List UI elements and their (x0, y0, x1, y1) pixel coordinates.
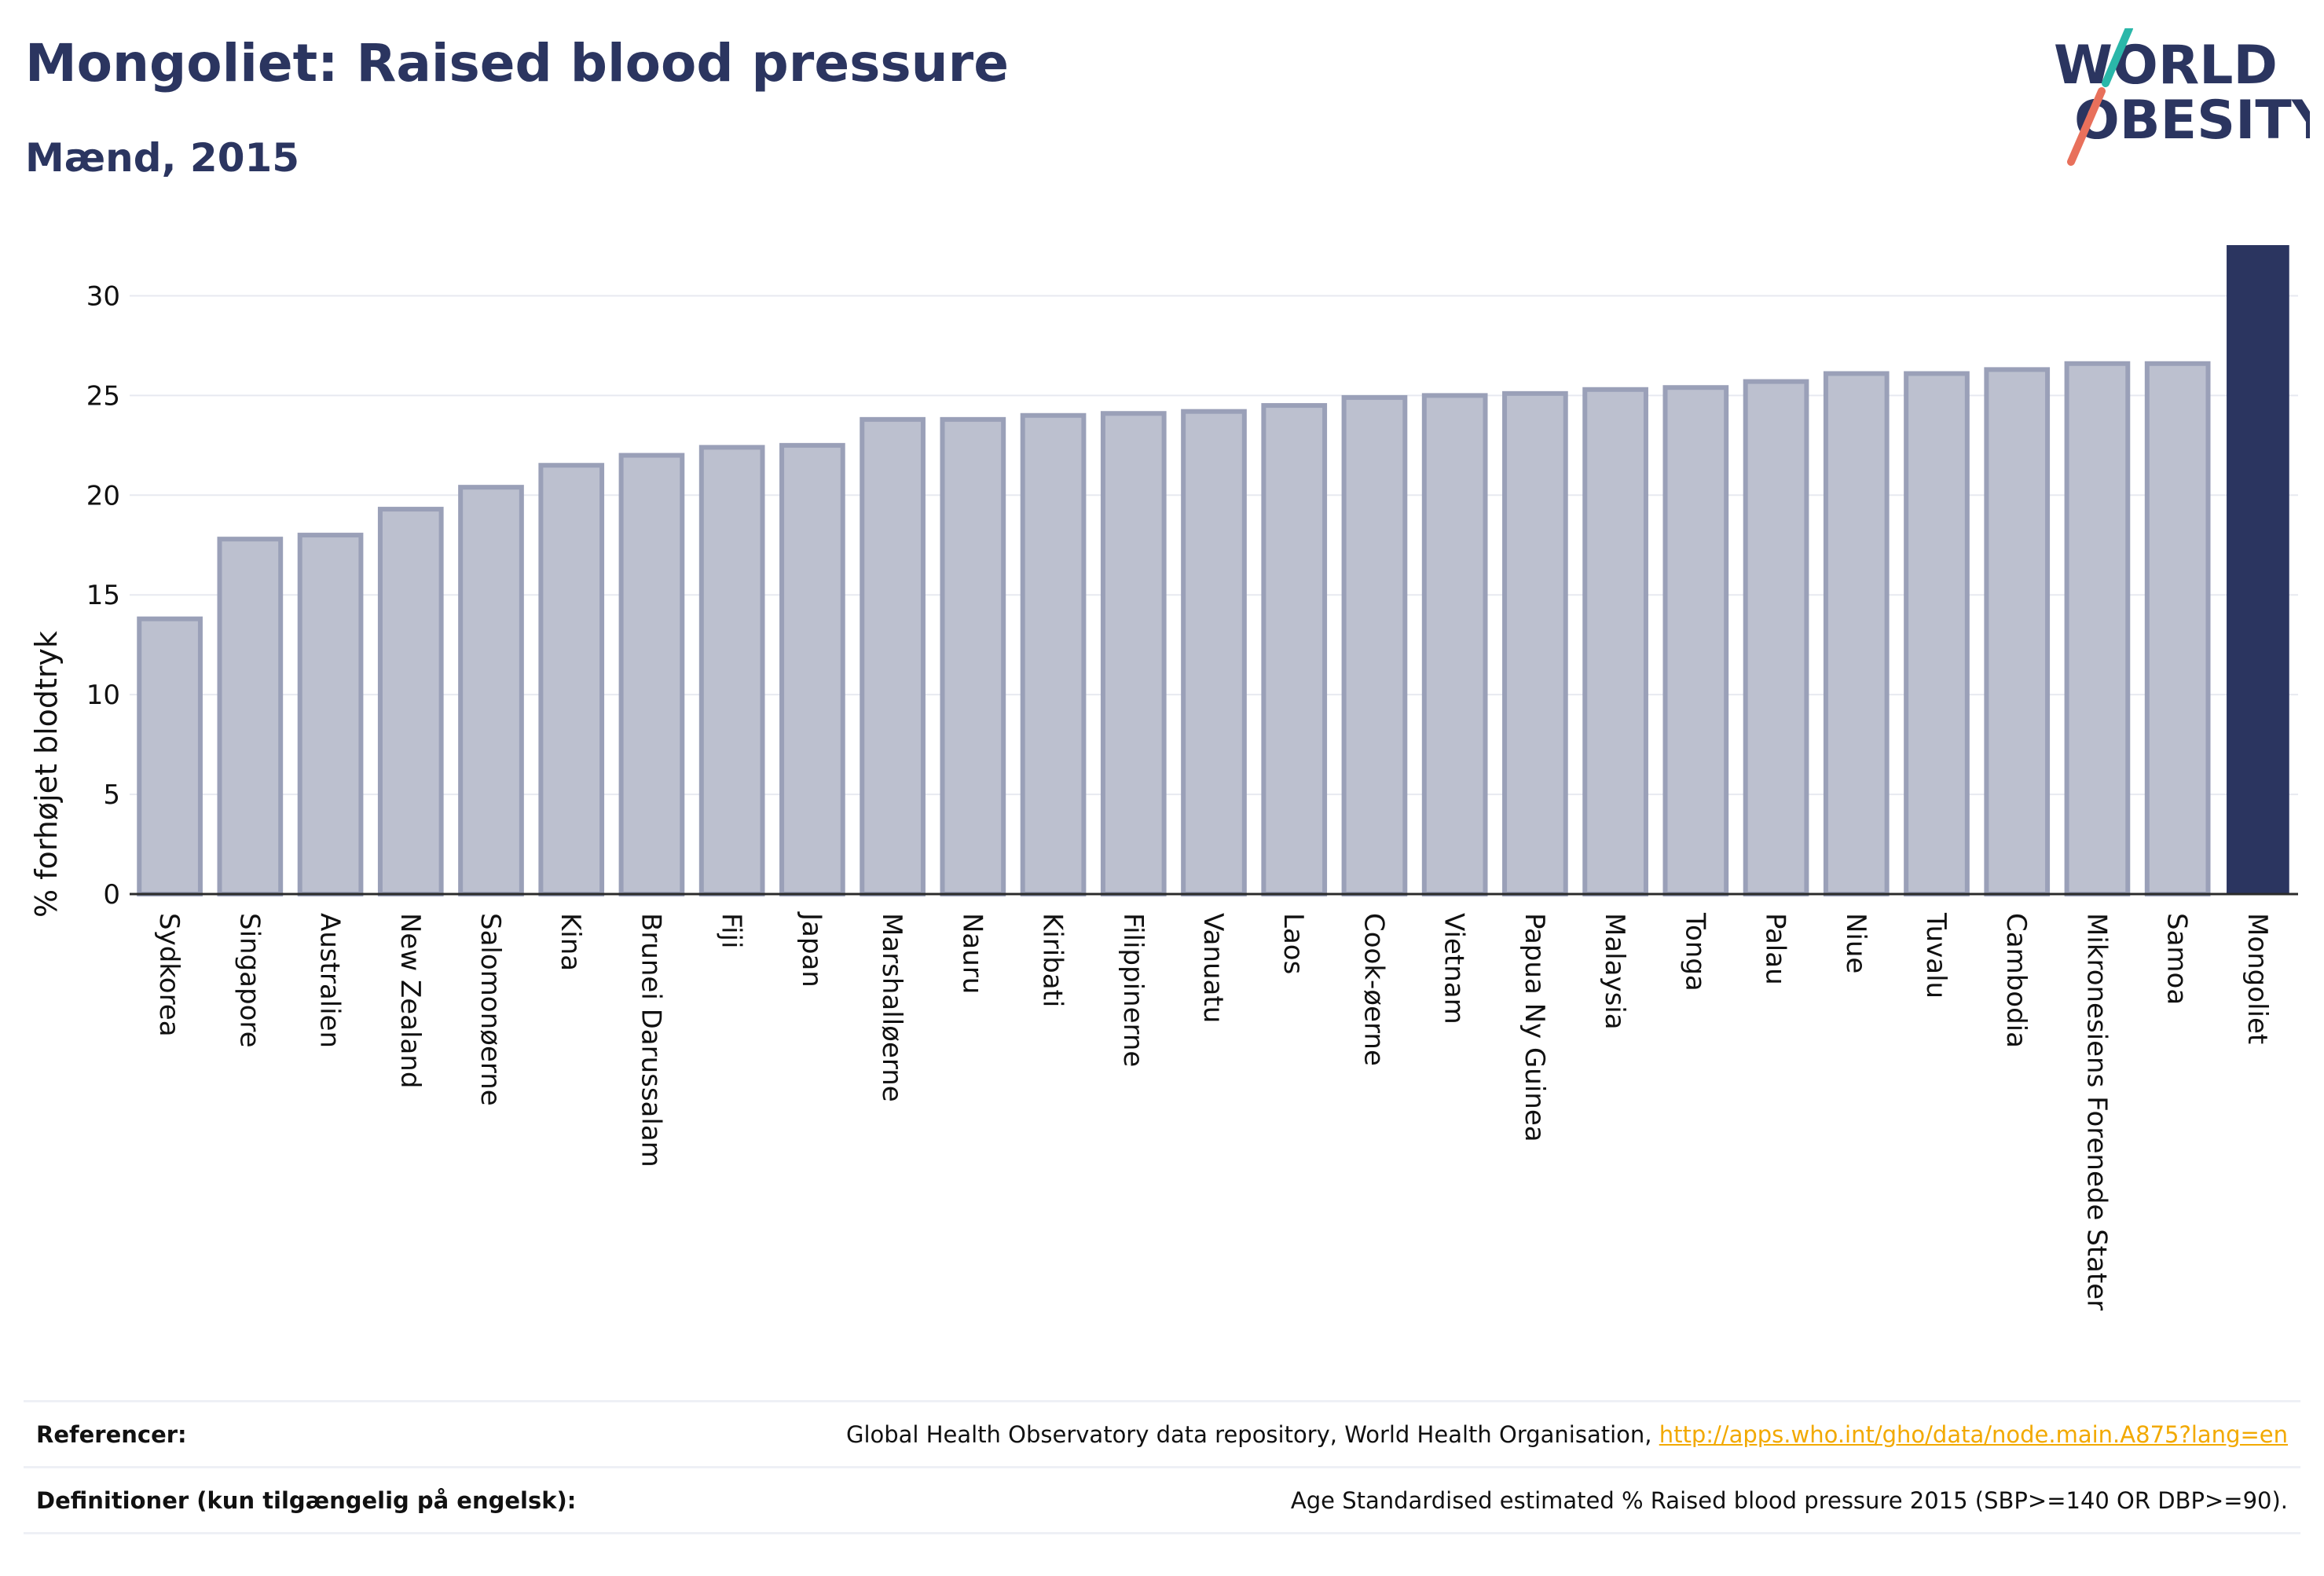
x-tick-label: New Zealand (394, 913, 426, 1088)
y-tick-label: 25 (86, 380, 120, 412)
footer-divider-bottom (24, 1532, 2300, 1534)
references-text: Global Health Observatory data repositor… (845, 1421, 1659, 1448)
x-tick-label: Tonga (1679, 912, 1710, 991)
logo-slash-coral (2067, 87, 2106, 166)
bar (1261, 403, 1328, 896)
bar (2144, 361, 2211, 896)
x-tick-label: Nauru (956, 913, 988, 994)
bar (1904, 371, 1970, 896)
y-tick-labels: 0 5 10 15 20 25 30 (86, 280, 120, 911)
bar-highlight (2227, 245, 2289, 895)
references-value: Global Health Observatory data repositor… (846, 1421, 2300, 1448)
definitions-label: Definitioner (kun tilgængelig på engelsk… (36, 1487, 577, 1514)
y-tick-label: 10 (86, 680, 120, 711)
x-tick-label: Fiji (716, 913, 747, 948)
x-tick-label: Vietnam (1439, 913, 1470, 1024)
y-tick-label: 30 (86, 280, 120, 312)
logo-line2: OBESITY (2074, 90, 2310, 152)
x-tick-label: Sydkorea (153, 913, 185, 1037)
bar (377, 507, 444, 896)
x-tick-label: Tuvalu (1920, 912, 1952, 999)
bar (217, 537, 284, 897)
x-tick-label: Cook-øerne (1358, 913, 1389, 1066)
x-tick-label: Mikronesiens Forenede Stater (2080, 913, 2112, 1310)
x-tick-label: Filippinerne (1117, 913, 1149, 1067)
bar (458, 485, 524, 896)
bar (1020, 412, 1087, 896)
bar-chart: 0 5 10 15 20 25 30 Sydkorea Singapore Australien… (29, 245, 2298, 1310)
x-tick-labels: Sydkorea Singapore Australien New Zealand Sa… (153, 911, 2273, 1310)
x-tick-label: Mongoliet (2242, 913, 2273, 1044)
bar (2064, 361, 2131, 896)
bar (137, 616, 203, 896)
references-row: Referencer: Global Health Observatory da… (24, 1403, 2300, 1466)
bar (538, 463, 605, 896)
x-tick-label: Brunei Darussalam (635, 913, 666, 1167)
y-tick-label: 20 (86, 480, 120, 511)
bar (1502, 390, 1568, 897)
footer-divider-top (24, 1400, 2300, 1402)
bar (698, 445, 765, 896)
x-tick-label: Cambodia (2000, 913, 2032, 1048)
x-tick-label: Marshalløerne (876, 913, 907, 1102)
y-tick-label: 0 (103, 879, 120, 911)
footer-divider-middle (24, 1466, 2300, 1468)
bar (779, 442, 845, 896)
bar (1743, 379, 1809, 897)
y-tick-label: 5 (103, 779, 120, 811)
bar (1421, 393, 1488, 896)
bar (1823, 371, 1890, 896)
bar (1984, 367, 2051, 896)
definitions-value: Age Standardised estimated % Raised bloo… (1290, 1487, 2288, 1514)
chart-subtitle: Mænd, 2015 (25, 135, 300, 181)
bar (618, 453, 685, 896)
x-tick-label: Niue (1840, 913, 1871, 973)
x-tick-label: Kiribati (1037, 913, 1069, 1007)
x-tick-label: Japan (796, 911, 827, 988)
definitions-row: Definitioner (kun tilgængelig på engelsk… (24, 1469, 2300, 1532)
x-tick-label: Vanuatu (1197, 913, 1229, 1023)
x-tick-label: Singapore (233, 913, 265, 1048)
bar (1662, 385, 1729, 896)
x-tick-label: Samoa (2161, 913, 2193, 1005)
bar (1100, 411, 1167, 896)
world-obesity-logo: WORLD OBESITY (2054, 28, 2310, 166)
x-tick-label: Papua Ny Guinea (1519, 913, 1550, 1142)
bars (137, 245, 2289, 897)
bar (940, 416, 1006, 896)
x-tick-label: Australien (314, 913, 346, 1048)
x-tick-label: Laos (1277, 913, 1309, 974)
logo-line1: WORLD (2054, 35, 2278, 97)
x-tick-label: Palau (1760, 913, 1791, 985)
y-tick-label: 15 (86, 580, 120, 611)
bar (1341, 394, 1408, 896)
bar (297, 533, 364, 896)
x-tick-label: Kina (555, 913, 586, 971)
x-tick-label: Malaysia (1599, 913, 1630, 1030)
bar (1582, 387, 1648, 896)
bar (1181, 409, 1247, 896)
y-axis-label: % forhøjet blodtryk (29, 631, 64, 918)
logo-slash-teal (2102, 28, 2133, 87)
references-link[interactable]: http://apps.who.int/gho/data/node.main.A… (1659, 1421, 2288, 1448)
references-label: Referencer: (36, 1421, 187, 1448)
x-tick-label: Salomonøerne (475, 913, 506, 1106)
chart-title: Mongoliet: Raised blood pressure (25, 33, 1009, 93)
bar (860, 416, 926, 896)
